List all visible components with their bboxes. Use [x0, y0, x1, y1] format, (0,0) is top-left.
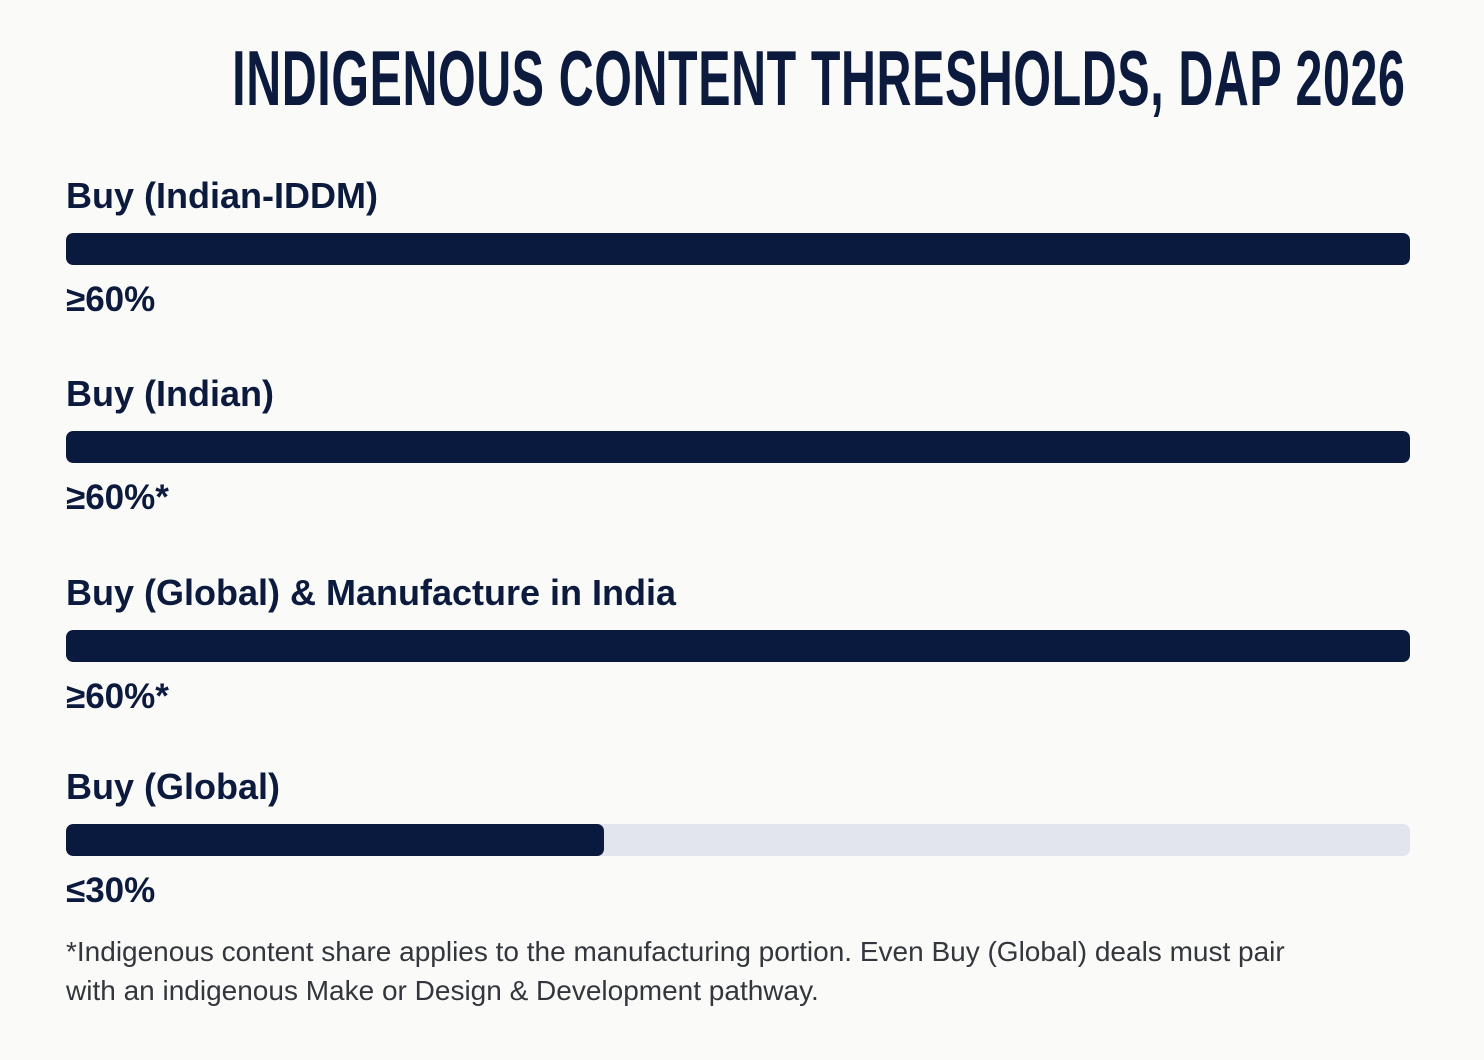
bar	[66, 824, 604, 856]
bar-track	[66, 233, 1410, 265]
bar-value-label: ≥60%*	[66, 677, 169, 716]
bar	[66, 431, 1410, 463]
bar-category-label: Buy (Indian-IDDM)	[66, 175, 378, 216]
footnote: *Indigenous content share applies to the…	[66, 936, 1285, 1006]
bar	[66, 630, 1410, 662]
bar-category-label: Buy (Indian)	[66, 373, 274, 414]
bar	[66, 233, 1410, 265]
bar-category-label: Buy (Global) & Manufacture in India	[66, 572, 677, 613]
bar-value-label: ≥60%*	[66, 478, 169, 517]
bar-category-label: Buy (Global)	[66, 766, 280, 807]
bar-value-label: ≤30%	[66, 871, 156, 910]
chart-title: INDIGENOUS CONTENT THRESHOLDS, DAP 2026	[232, 34, 1406, 122]
bar-value-label: ≥60%	[66, 280, 156, 319]
bar-track	[66, 431, 1410, 463]
bar-track	[66, 630, 1410, 662]
bar-track	[66, 824, 1410, 856]
